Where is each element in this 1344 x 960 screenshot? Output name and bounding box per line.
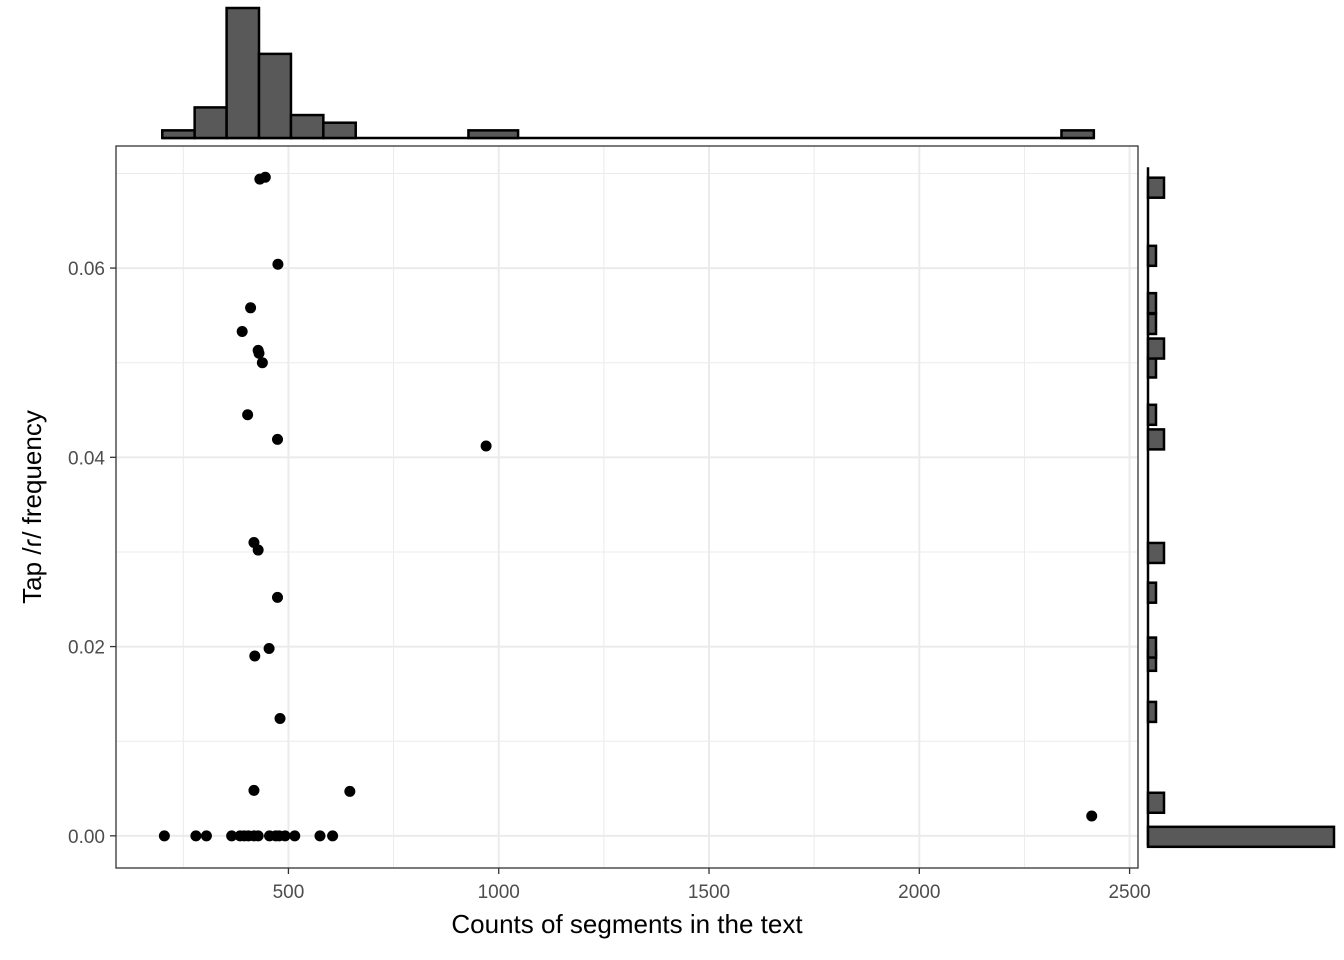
- data-point: [248, 784, 260, 796]
- top-histogram-bar: [161, 129, 196, 140]
- panel-background: [116, 146, 1138, 868]
- data-point: [1086, 810, 1098, 822]
- data-point: [272, 433, 284, 445]
- scatter-panel: [115, 145, 1139, 869]
- data-point: [242, 409, 254, 421]
- data-point: [272, 258, 284, 270]
- x-tick-label: 500: [273, 882, 305, 903]
- data-point: [289, 830, 301, 842]
- data-point: [253, 347, 265, 359]
- data-point: [245, 302, 257, 314]
- right-histogram-bar: [1146, 541, 1166, 565]
- right-histogram-bar: [1146, 636, 1158, 659]
- x-tick-label: 1500: [688, 882, 730, 903]
- top-histogram-bar: [1060, 129, 1096, 140]
- right-histogram-bar: [1146, 356, 1158, 379]
- top-histogram-bar: [193, 106, 228, 140]
- x-tick-label: 1000: [478, 882, 520, 903]
- right-histogram-bar: [1146, 581, 1158, 604]
- top-histogram-bar: [467, 129, 520, 140]
- top-histogram-bar: [322, 121, 357, 140]
- y-axis-title: Tap /ɾ/ frequency: [17, 410, 47, 604]
- data-point: [344, 785, 356, 797]
- top-histogram-bar: [289, 113, 325, 140]
- y-tick-label: 0.06: [68, 259, 105, 280]
- data-point: [274, 712, 286, 724]
- data-point: [190, 830, 202, 842]
- data-point: [254, 173, 266, 185]
- data-point: [200, 830, 212, 842]
- right-histogram-bar: [1146, 291, 1158, 315]
- right-histogram-bar: [1146, 403, 1158, 427]
- right-histogram-bar: [1146, 312, 1158, 336]
- data-point: [252, 830, 264, 842]
- x-tick-label: 2000: [898, 882, 940, 903]
- y-tick-label: 0.00: [68, 827, 105, 848]
- minor-gridlines: [116, 146, 1138, 868]
- data-point: [158, 830, 170, 842]
- top-marginal-histogram: [161, 6, 1096, 140]
- right-histogram-bar: [1146, 791, 1166, 815]
- data-point: [249, 650, 261, 662]
- panel-border: [115, 145, 1139, 869]
- major-gridlines: [116, 146, 1138, 868]
- x-tick-label: 2500: [1108, 882, 1150, 903]
- data-points: [158, 171, 1098, 842]
- y-axis: 0.00 0.02 0.04 0.06: [68, 259, 116, 848]
- y-tick-label: 0.02: [68, 638, 105, 659]
- data-point: [279, 830, 291, 842]
- y-tick-label: 0.04: [68, 448, 105, 469]
- right-histogram-bar: [1146, 176, 1166, 199]
- data-point: [252, 544, 264, 556]
- data-point: [256, 357, 268, 369]
- right-histogram-bar: [1146, 337, 1166, 360]
- data-point: [327, 830, 339, 842]
- data-point: [314, 830, 326, 842]
- data-point: [272, 591, 284, 603]
- right-histogram-bar: [1146, 428, 1166, 451]
- right-marginal-histogram: [1146, 167, 1336, 849]
- right-histogram-bar: [1146, 244, 1158, 268]
- data-point: [226, 830, 238, 842]
- data-point: [480, 440, 492, 452]
- top-histogram-bar: [257, 52, 293, 140]
- right-histogram-bar: [1146, 700, 1158, 724]
- top-histogram-bar: [225, 6, 261, 140]
- x-axis: 500 1000 1500 2000 2500: [273, 868, 1151, 903]
- data-point: [236, 325, 248, 337]
- right-histogram-bar: [1146, 825, 1336, 849]
- data-point: [263, 642, 275, 654]
- x-axis-title: Counts of segments in the text: [451, 909, 803, 939]
